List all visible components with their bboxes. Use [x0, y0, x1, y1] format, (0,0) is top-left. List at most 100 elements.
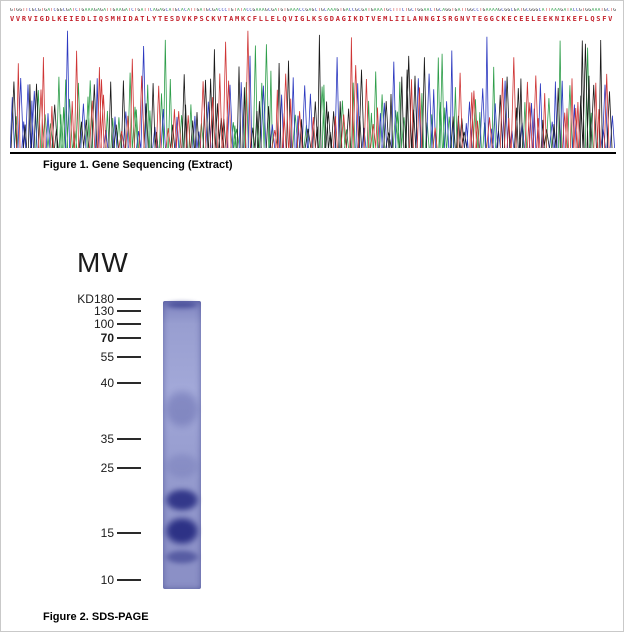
- nucleotide-char: T: [283, 8, 287, 13]
- nucleotide-char: A: [187, 8, 191, 13]
- nucleotide-char: C: [177, 8, 182, 13]
- mw-marker-tick: [117, 298, 141, 300]
- amino-acid-char: M: [110, 15, 117, 23]
- nucleotide-char: T: [547, 8, 552, 13]
- nucleotide-char: A: [296, 8, 300, 13]
- nucleotide-char: A: [103, 8, 107, 13]
- amino-acid-char: E: [75, 15, 82, 23]
- amino-acid-char: L: [146, 15, 153, 23]
- nucleotide-char: T: [479, 8, 483, 13]
- amino-acid-char: P: [193, 15, 200, 23]
- amino-acid-char: V: [608, 15, 615, 23]
- nucleotide-char: G: [507, 8, 511, 13]
- nucleotide-char: G: [196, 8, 200, 13]
- mw-marker-label: 180: [93, 292, 114, 306]
- nucleotide-char: G: [417, 8, 421, 13]
- amino-acid-char: E: [519, 15, 526, 23]
- amino-acid-char: D: [175, 15, 182, 23]
- amino-acid-char: I: [122, 15, 129, 23]
- figure2-caption: Figure 2. SDS-PAGE: [43, 611, 149, 623]
- nucleotide-char: T: [392, 8, 396, 13]
- nucleotide-char: T: [460, 8, 464, 13]
- amino-acid-char: D: [45, 15, 52, 23]
- amino-acid-char: V: [181, 15, 188, 23]
- nucleotide-char: A: [274, 8, 278, 13]
- amino-acid-char: T: [471, 15, 478, 23]
- nucleotide-char: G: [361, 8, 365, 13]
- amino-acid-char: T: [158, 15, 164, 23]
- nucleotide-char: C: [302, 8, 306, 13]
- amino-acid-char: F: [578, 15, 585, 23]
- nucleotide-char: T: [72, 8, 76, 13]
- nucleotide-char: A: [47, 8, 51, 13]
- amino-acid-char: S: [596, 15, 603, 23]
- nucleotide-char: A: [118, 8, 122, 13]
- nucleotide-char: C: [314, 8, 318, 13]
- nucleotide-char: C: [439, 8, 443, 13]
- nucleotide-char: C: [165, 8, 169, 13]
- nucleotide-char: T: [451, 8, 455, 13]
- nucleotide-char: A: [541, 8, 545, 13]
- nucleotide-char: G: [342, 8, 346, 13]
- amino-acid-char: V: [15, 15, 22, 23]
- amino-acid-char: L: [406, 15, 413, 23]
- nucleotide-char: G: [504, 8, 508, 13]
- mw-marker-70: 70: [71, 331, 141, 345]
- nucleotide-char: A: [551, 8, 555, 13]
- nucleotide-char: G: [454, 8, 458, 13]
- nucleotide-char: T: [128, 8, 132, 13]
- nucleotide-char: C: [429, 8, 433, 13]
- nucleotide-char: A: [488, 8, 492, 13]
- mw-title: MW: [77, 247, 129, 278]
- nucleotide-char: C: [348, 8, 353, 13]
- mw-marker-35: 35: [71, 432, 141, 446]
- nucleotide-char: A: [69, 8, 73, 13]
- nucleotide-char: C: [221, 8, 225, 13]
- nucleotide-char: A: [153, 8, 157, 13]
- amino-acid-char: I: [92, 15, 99, 23]
- nucleotide-char: G: [280, 8, 284, 13]
- amino-acid-char: N: [424, 15, 431, 23]
- nucleotide-char: A: [255, 8, 259, 13]
- nucleotide-char: A: [563, 8, 567, 13]
- nucleotide-char: T: [339, 8, 343, 13]
- nucleotide-char: A: [380, 8, 384, 13]
- nucleotide-char: T: [233, 8, 237, 13]
- nucleotide-char: C: [401, 8, 405, 13]
- mw-marker-tick: [117, 532, 141, 534]
- amino-acid-char: V: [371, 15, 378, 23]
- amino-acid-char: G: [454, 15, 461, 23]
- amino-acid-char: D: [329, 15, 336, 23]
- amino-acid-char: S: [169, 15, 176, 23]
- nucleotide-char: T: [22, 8, 26, 13]
- nucleotide-char: G: [445, 8, 449, 13]
- mw-marker-tick: [117, 438, 141, 440]
- mw-marker-label: 100: [93, 317, 114, 331]
- nucleotide-char: C: [224, 8, 228, 13]
- mw-marker-100: 100: [71, 317, 141, 331]
- nucleotide-char: G: [93, 8, 98, 13]
- amino-acid-char: L: [389, 15, 395, 23]
- nucleotide-char: T: [25, 8, 29, 13]
- nucleotide-char: A: [591, 8, 595, 13]
- mw-marker-55: 55: [71, 350, 141, 364]
- mw-marker-label: 40: [100, 376, 114, 390]
- nucleotide-sequence-row: GTGGTTCGCGTGATCGGCGATCTGAAAGAGATTGAAGATC…: [10, 8, 616, 14]
- amino-acid-char: K: [211, 15, 218, 23]
- amino-acid-char: K: [548, 15, 555, 23]
- nucleotide-char: G: [467, 8, 471, 13]
- amino-acid-char: L: [51, 15, 58, 23]
- gel-band: [165, 487, 199, 513]
- amino-acid-char: K: [312, 15, 318, 23]
- nucleotide-char: A: [376, 8, 381, 13]
- nucleotide-char: A: [84, 8, 88, 13]
- nucleotide-char: A: [168, 8, 172, 13]
- mw-marker-tick: [117, 382, 141, 384]
- nucleotide-char: T: [367, 8, 371, 13]
- amino-acid-char: E: [542, 15, 549, 23]
- mw-marker-tick: [117, 310, 141, 312]
- nucleotide-char: C: [218, 8, 222, 13]
- nucleotide-char: G: [65, 8, 70, 13]
- nucleotide-char: A: [327, 8, 331, 13]
- nucleotide-char: C: [184, 8, 188, 13]
